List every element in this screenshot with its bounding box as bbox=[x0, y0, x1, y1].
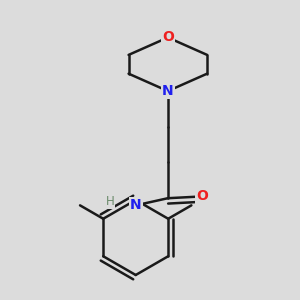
Text: O: O bbox=[162, 31, 174, 44]
Text: N: N bbox=[130, 198, 142, 212]
Text: N: N bbox=[162, 84, 174, 98]
Text: H: H bbox=[106, 195, 114, 208]
Text: O: O bbox=[196, 189, 208, 203]
